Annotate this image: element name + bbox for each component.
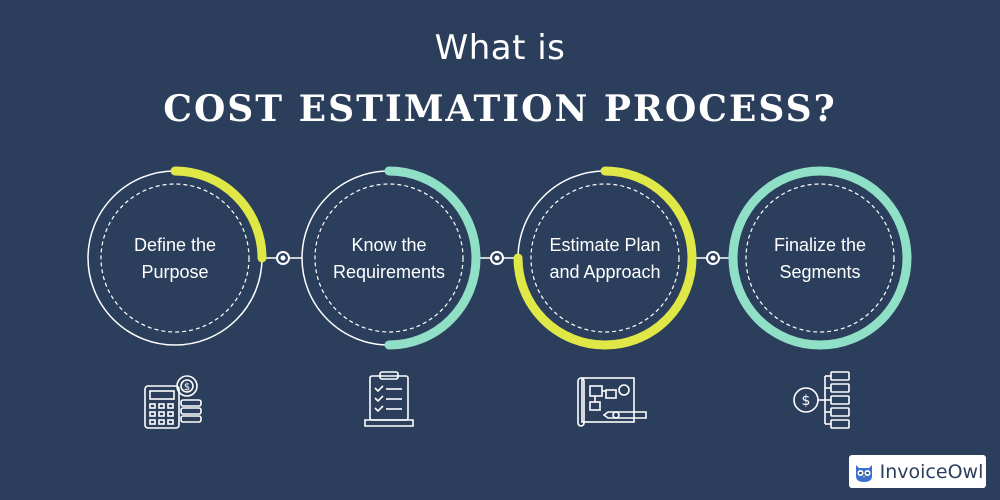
step-3-label: Estimate Plan and Approach: [530, 232, 680, 286]
title-line-1: What is: [434, 28, 566, 68]
step-3-label-line-2: and Approach: [549, 262, 661, 282]
step-1-label-line-1: Define the: [133, 235, 217, 255]
svg-text:$: $: [184, 382, 190, 393]
step-2-progress-arc: [384, 166, 481, 350]
connector-nodes: [276, 251, 720, 265]
connector-node-3-dot: [710, 255, 716, 261]
step-4-circle: [728, 166, 912, 350]
brand-name: InvoiceOwl: [879, 460, 984, 483]
title-line-2: COST ESTIMATION PROCESS?: [163, 88, 837, 130]
dollar-flowchart-icon: $: [793, 371, 850, 429]
step-1-label: Define the Purpose: [100, 232, 250, 286]
brand-badge: InvoiceOwl: [849, 455, 986, 488]
step-3-label-line-1: Estimate Plan: [549, 235, 661, 255]
svg-text:$: $: [802, 393, 811, 409]
step-4-label: Finalize the Segments: [745, 232, 895, 286]
connector-node-1-dot: [280, 255, 286, 261]
step-1-label-line-2: Purpose: [141, 262, 209, 282]
connector-node-2-dot: [494, 255, 500, 261]
step-2-dashed-ring: [314, 183, 464, 333]
step-4-progress-ring: [728, 166, 912, 350]
step-4-label-line-1: Finalize the: [773, 235, 867, 255]
owl-icon: [855, 464, 872, 482]
step-3-progress-arc: [513, 166, 697, 350]
step-2-circle: [301, 166, 481, 350]
clipboard-checklist-laptop-icon: [364, 371, 414, 427]
step-3-dashed-ring: [530, 183, 680, 333]
step-1-progress-arc: [170, 166, 267, 263]
step-1-dashed-ring: [100, 183, 250, 333]
step-2-label-line-2: Requirements: [332, 262, 446, 282]
step-1-circle: [87, 166, 267, 346]
step-2-label: Know the Requirements: [314, 232, 464, 286]
step-2-label-line-1: Know the: [351, 235, 427, 255]
step-3-circle: [513, 166, 697, 350]
step-4-label-line-2: Segments: [779, 262, 861, 282]
calculator-dollar-gear-icon: $: [144, 375, 202, 429]
step-4-dashed-ring: [745, 183, 895, 333]
blueprint-pencil-icon: [577, 377, 647, 427]
